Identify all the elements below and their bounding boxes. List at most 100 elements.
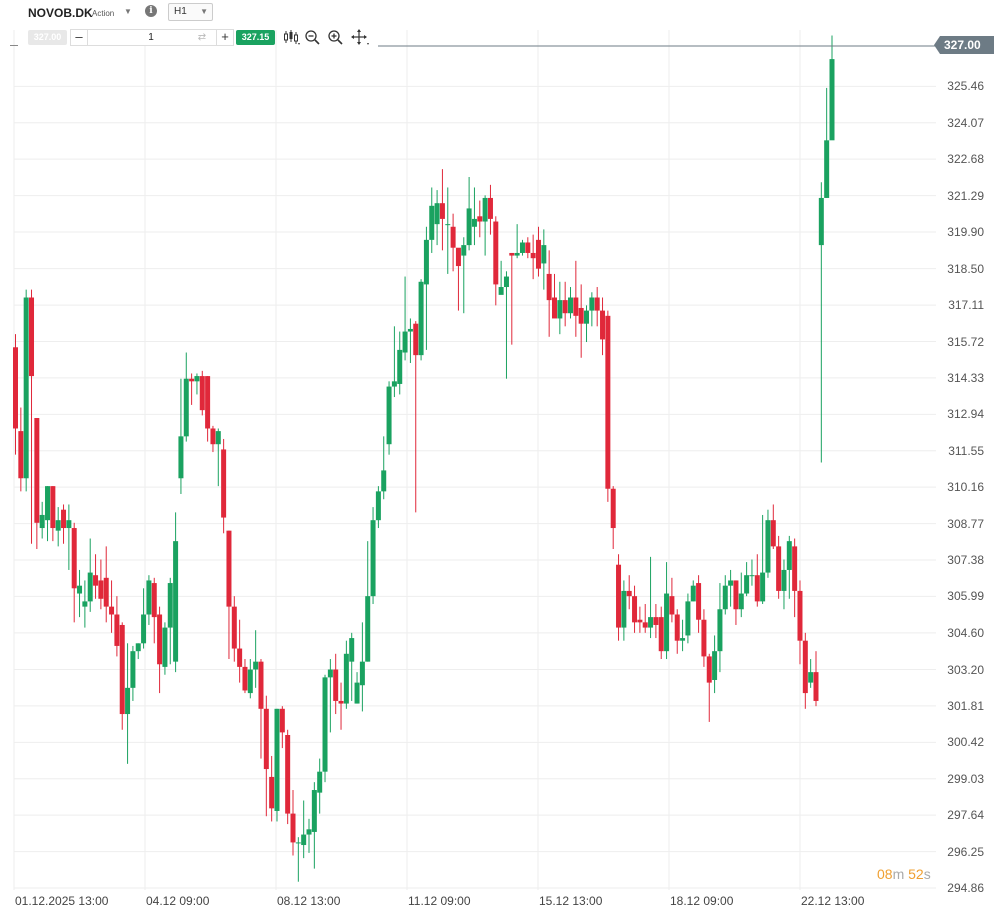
price-tick-label: 303.20 <box>947 662 984 677</box>
candle-body <box>317 771 323 793</box>
time-tick-label: 22.12 13:00 <box>801 894 865 908</box>
zoom-out-icon[interactable] <box>304 29 322 45</box>
candle-body <box>802 640 808 694</box>
candles-icon[interactable] <box>282 29 300 45</box>
timeframe-select[interactable]: H1 ▼ <box>168 3 213 21</box>
candle-body <box>712 651 718 680</box>
move-icon[interactable] <box>351 29 369 45</box>
candle <box>407 318 413 363</box>
candle-body <box>445 224 451 226</box>
candle <box>754 554 760 607</box>
candle-body <box>797 590 803 641</box>
time-tick-label: 18.12 09:00 <box>670 894 734 908</box>
increase-quantity-button[interactable]: + <box>216 30 233 45</box>
candle-body <box>738 593 744 610</box>
candle <box>194 373 200 395</box>
candle-body <box>205 376 211 429</box>
price-tick-label: 322.68 <box>947 152 984 167</box>
candle-body <box>573 297 579 316</box>
candle-body <box>423 239 429 285</box>
candle <box>87 538 93 612</box>
quantity-stepper[interactable]: – 1 ⇄ + <box>70 29 234 46</box>
price-tick-label: 317.11 <box>948 298 984 313</box>
candle-body <box>621 590 627 628</box>
candle <box>183 352 189 442</box>
candle-body <box>653 617 659 625</box>
countdown-minutes-unit: m <box>892 866 905 882</box>
candle <box>733 580 739 625</box>
candle-body <box>535 239 541 269</box>
candle <box>237 619 243 683</box>
candle-body <box>295 842 301 844</box>
candle-body <box>338 700 344 704</box>
candle <box>509 252 515 345</box>
price-tick-label: 297.64 <box>947 808 984 823</box>
candle-body <box>242 666 248 691</box>
candle-body <box>103 577 109 607</box>
candle <box>215 428 221 487</box>
candle <box>311 782 317 869</box>
candle-body <box>642 622 648 628</box>
candle <box>402 276 408 361</box>
candle-body <box>413 323 419 356</box>
candle-body <box>381 470 387 492</box>
candle <box>466 176 472 251</box>
candle-body <box>519 242 525 253</box>
decrease-quantity-button[interactable]: – <box>71 30 88 45</box>
price-tick-label: 321.29 <box>947 188 984 203</box>
candle <box>386 381 392 455</box>
candle-body <box>637 619 643 623</box>
candle <box>322 674 328 783</box>
candle-body <box>93 575 99 586</box>
candle-body <box>685 601 691 636</box>
candle-body <box>114 614 120 646</box>
price-axis[interactable]: 325.46 324.07 322.68 321.29 319.90 318.50 317.… <box>936 0 998 915</box>
candle-body <box>498 287 504 295</box>
candle-body <box>503 276 509 288</box>
candle <box>365 541 371 662</box>
candle <box>445 187 451 274</box>
candle-body <box>77 585 83 594</box>
chevron-down-icon[interactable]: ▼ <box>124 7 132 16</box>
price-tick-label: 300.42 <box>947 735 984 750</box>
zoom-in-icon[interactable] <box>327 29 345 45</box>
candle <box>765 509 771 578</box>
candle <box>231 596 237 662</box>
candle-body <box>600 310 606 340</box>
candle-body <box>39 514 45 529</box>
symbol-name[interactable]: NOVOB.DK <box>28 6 93 20</box>
buy-button[interactable]: 327.15 <box>236 30 275 45</box>
candle-body <box>269 776 275 809</box>
sell-button[interactable]: 327.00 <box>28 30 67 45</box>
candle-body <box>696 583 702 620</box>
candle <box>130 645 136 701</box>
price-tick-label: 307.38 <box>947 553 984 567</box>
candle-body <box>359 661 365 686</box>
candle-body <box>717 609 723 652</box>
candle <box>327 659 333 733</box>
candle-body <box>34 418 40 523</box>
info-icon[interactable]: i <box>145 5 157 17</box>
candle-body <box>61 509 67 529</box>
quantity-input[interactable]: 1 <box>148 32 154 43</box>
candle-body <box>776 546 782 591</box>
candle <box>749 559 755 586</box>
candle-body <box>616 564 622 628</box>
candle <box>669 577 675 623</box>
candle-body <box>557 300 563 319</box>
candle-body <box>173 541 179 662</box>
candle <box>738 572 744 618</box>
price-badge-background <box>940 36 994 54</box>
divider <box>10 45 18 46</box>
candle-body <box>786 541 792 570</box>
candle-body <box>664 593 670 652</box>
swap-icon[interactable]: ⇄ <box>197 32 207 43</box>
candle-body <box>45 486 51 521</box>
candle-body <box>818 197 824 246</box>
candle <box>66 504 72 570</box>
candle <box>584 305 590 343</box>
candle <box>29 289 35 544</box>
candle-body <box>199 376 205 411</box>
candle-body <box>551 297 557 319</box>
